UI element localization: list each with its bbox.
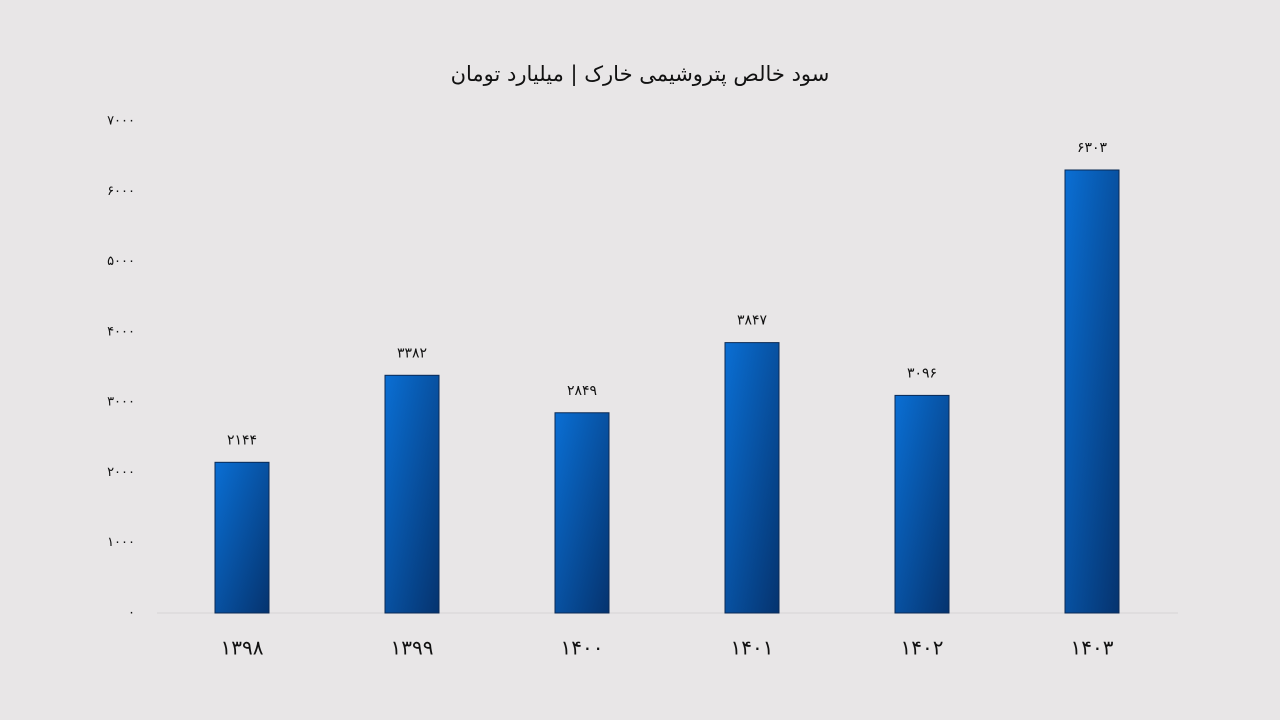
y-tick-label: ۵۰۰۰	[107, 254, 135, 269]
y-tick-label: ۴۰۰۰	[107, 324, 135, 339]
bar	[724, 342, 780, 614]
y-tick-label: ۳۰۰۰	[107, 395, 135, 410]
bar	[1064, 169, 1120, 614]
value-label: ۲۱۴۴	[227, 432, 257, 448]
bar	[384, 374, 440, 614]
value-label: ۳۸۴۷	[737, 313, 768, 329]
value-label: ۳۳۸۲	[397, 345, 427, 361]
chart-title: سود خالص پتروشیمی خارک | میلیارد تومان	[451, 62, 830, 87]
y-tick-label: ۲۰۰۰	[107, 465, 135, 480]
x-tick-label: ۱۳۹۹	[391, 636, 434, 660]
value-label: ۳۰۹۶	[907, 365, 937, 381]
bar	[554, 412, 610, 614]
x-tick-label: ۱۴۰۲	[901, 636, 944, 660]
y-tick-label: ۱۰۰۰	[107, 535, 135, 550]
x-tick-label: ۱۴۰۳	[1071, 636, 1114, 660]
x-tick-label: ۱۴۰۱	[731, 636, 774, 660]
x-tick-label: ۱۴۰۰	[561, 636, 604, 660]
value-label: ۶۳۰۳	[1077, 140, 1108, 156]
y-tick-label: ۰	[128, 606, 135, 621]
y-tick-label: ۶۰۰۰	[107, 184, 135, 199]
x-tick-label: ۱۳۹۸	[221, 636, 264, 660]
value-label: ۲۸۴۹	[567, 383, 597, 399]
bar	[894, 394, 950, 614]
y-tick-label: ۷۰۰۰	[107, 114, 135, 129]
bar	[214, 461, 270, 614]
